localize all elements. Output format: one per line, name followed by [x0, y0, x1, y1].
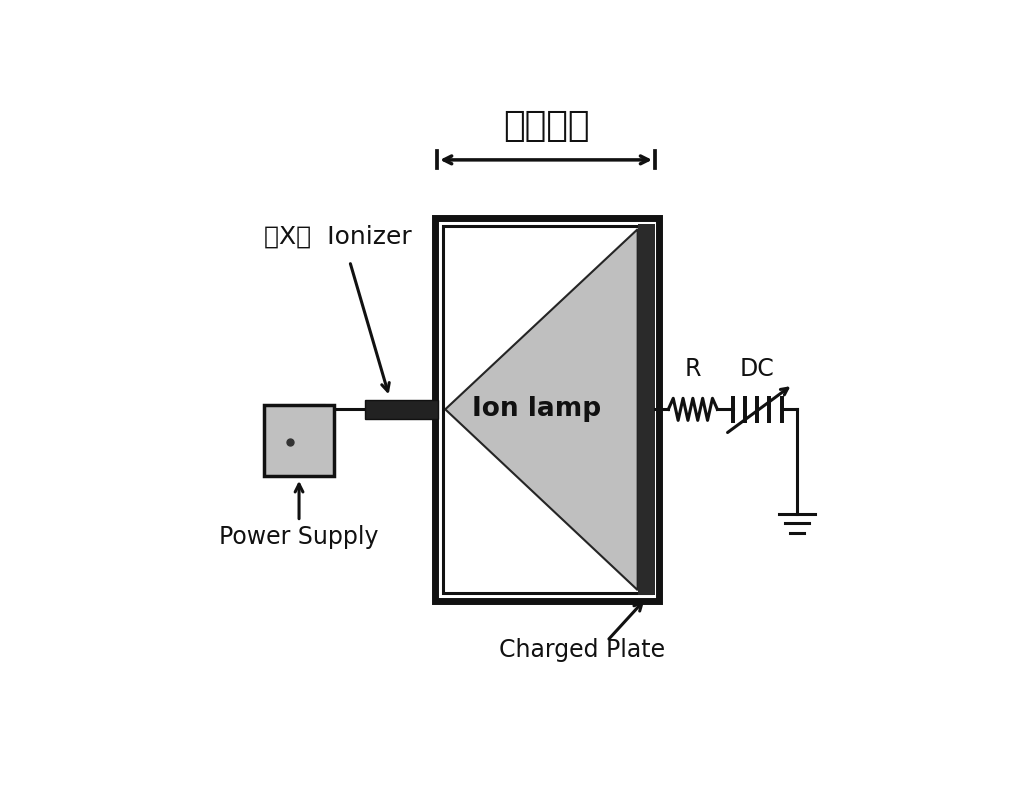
- Text: 연X선  Ionizer: 연X선 Ionizer: [264, 224, 411, 248]
- Text: R: R: [684, 357, 701, 381]
- Text: Power Supply: Power Supply: [219, 525, 379, 548]
- Bar: [365, 400, 439, 419]
- Bar: [436, 218, 659, 601]
- Text: 설치거리: 설치거리: [502, 109, 589, 143]
- Text: DC: DC: [740, 357, 774, 381]
- Bar: [443, 226, 652, 593]
- Text: Charged Plate: Charged Plate: [499, 638, 666, 662]
- Bar: [637, 224, 655, 595]
- Text: Ion lamp: Ion lamp: [472, 396, 602, 423]
- Polygon shape: [445, 229, 637, 590]
- Bar: [264, 405, 335, 475]
